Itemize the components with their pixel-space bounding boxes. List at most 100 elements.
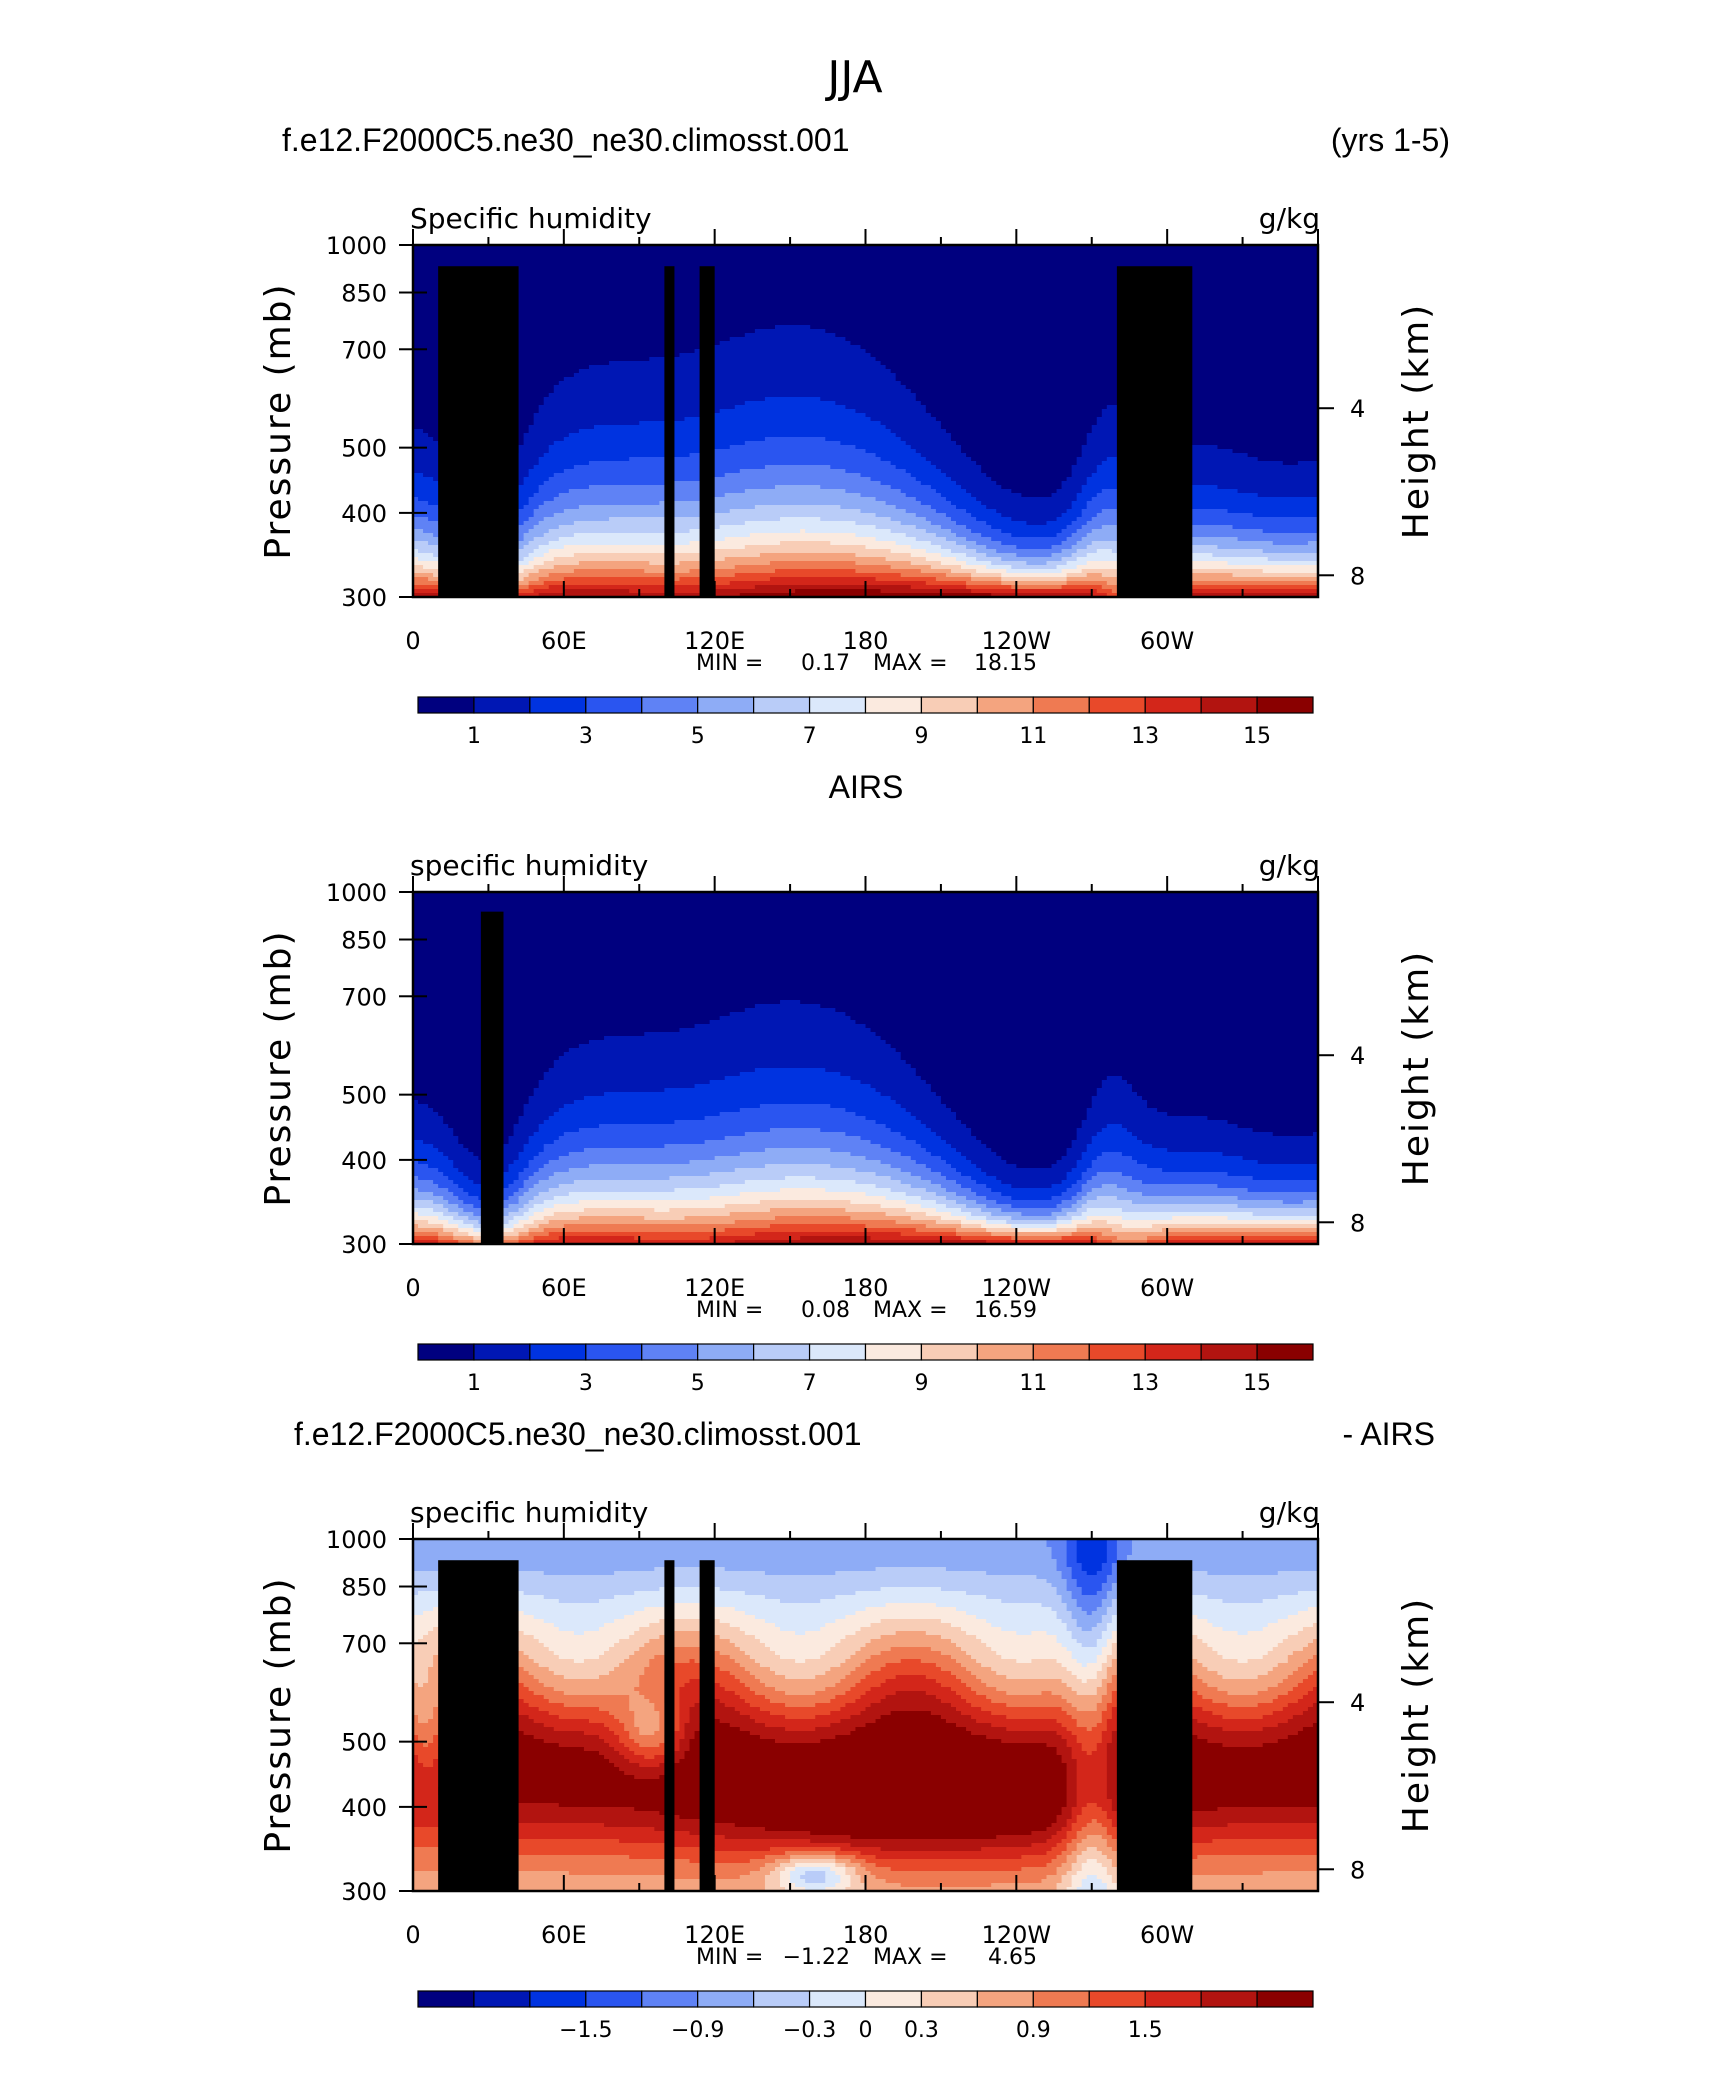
field-cell <box>769 1208 846 1213</box>
field-cell <box>644 1607 736 1612</box>
field-cell <box>905 1060 1319 1065</box>
field-cell <box>966 453 1083 458</box>
field-cell <box>966 1611 1058 1616</box>
field-cell <box>991 1667 1068 1672</box>
field-cell <box>533 1236 560 1241</box>
field-cell <box>935 1132 972 1137</box>
field-cell <box>1172 1216 1229 1221</box>
field-cell <box>940 1587 1058 1592</box>
field-cell <box>981 1847 1053 1852</box>
field-cell <box>1066 1823 1073 1828</box>
field-cell <box>759 1639 841 1644</box>
field-cell <box>815 1727 857 1732</box>
field-cell <box>1212 1711 1274 1716</box>
field-cell <box>433 1180 454 1185</box>
field-cell <box>925 1124 967 1129</box>
field-cell <box>1066 1831 1078 1836</box>
field-cell <box>890 1188 927 1193</box>
field-cell <box>1061 1180 1078 1185</box>
field-cell <box>1071 545 1088 550</box>
field-cell <box>533 1156 560 1161</box>
colorbar-box <box>753 1990 811 2008</box>
field-cell <box>503 1208 520 1213</box>
field-cell <box>860 1851 1048 1856</box>
field-cell <box>418 557 444 562</box>
field-cell <box>1076 1224 1123 1229</box>
field-cell <box>543 397 766 402</box>
field-cell <box>1277 1663 1304 1668</box>
y-tick-label: 850 <box>341 927 387 955</box>
field-cell <box>563 1675 600 1680</box>
field-cell <box>956 1228 987 1233</box>
field-cell <box>1157 437 1319 442</box>
field-cell <box>413 345 711 350</box>
y-axis-label: Pressure (mb) <box>258 929 299 1206</box>
field-cell <box>1081 1184 1103 1189</box>
field-cell <box>1071 1867 1083 1872</box>
field-cell <box>684 1735 696 1740</box>
field-cell <box>986 545 1017 550</box>
field-cell <box>588 365 887 370</box>
field-cell <box>1131 1543 1319 1548</box>
field-cell <box>619 1735 630 1740</box>
field-cell <box>976 557 1002 562</box>
field-cell <box>443 1224 459 1229</box>
field-cell <box>1096 1607 1108 1612</box>
field-cell <box>1277 1723 1314 1728</box>
field-cell <box>966 1124 1083 1129</box>
field-cell <box>1106 1839 1118 1844</box>
field-cell <box>961 1172 987 1177</box>
field-cell <box>1227 1823 1319 1828</box>
field-cell <box>845 1887 867 1892</box>
field-cell <box>518 1647 550 1652</box>
field-cell <box>749 1871 771 1876</box>
field-cell <box>855 1651 882 1656</box>
field-cell <box>840 1663 862 1668</box>
field-cell <box>870 1028 1319 1033</box>
field-cell <box>875 525 917 530</box>
field-cell <box>719 1683 746 1688</box>
field-cell <box>1101 1731 1113 1736</box>
field-cell <box>578 561 650 566</box>
colorbar-box <box>585 696 643 714</box>
field-cell <box>950 433 1088 438</box>
field-cell <box>679 1703 696 1708</box>
field-cell <box>830 1164 892 1169</box>
field-cell <box>543 453 691 458</box>
field-cell <box>523 437 565 442</box>
field-cell <box>890 1096 942 1101</box>
field-cell <box>413 517 429 522</box>
field-cell <box>1162 1168 1319 1173</box>
field-cell <box>1212 1623 1269 1628</box>
field-cell <box>453 1783 1068 1788</box>
field-cell <box>624 1755 645 1760</box>
field-cell <box>910 445 962 450</box>
field-cell <box>1011 533 1058 538</box>
field-cell <box>1187 1591 1299 1596</box>
field-cell <box>1001 1627 1068 1632</box>
field-cell <box>734 1823 1053 1828</box>
field-cell <box>1131 1551 1319 1556</box>
field-cell <box>1096 1687 1108 1692</box>
field-cell <box>1106 1607 1118 1612</box>
field-cell <box>1192 1671 1219 1676</box>
field-cell <box>1096 1723 1108 1728</box>
min-label: MIN = <box>696 1298 763 1323</box>
max-value: 16.59 <box>974 1298 1037 1323</box>
field-cell <box>1026 521 1048 526</box>
field-cell <box>930 1180 957 1185</box>
field-cell <box>413 313 1319 318</box>
field-cell <box>961 1711 992 1716</box>
field-cell <box>588 1040 887 1045</box>
field-cell <box>895 1675 927 1680</box>
field-cell <box>523 1631 575 1636</box>
field-cell <box>991 561 1027 566</box>
field-cell <box>850 1883 867 1888</box>
colorbar-label: −0.9 <box>671 2018 724 2043</box>
field-cell <box>759 1867 776 1872</box>
field-cell <box>573 373 897 378</box>
field-cell <box>453 1180 474 1185</box>
field-cell <box>583 1731 615 1736</box>
colorbar-label: 7 <box>803 724 817 749</box>
field-cell <box>840 1719 877 1724</box>
